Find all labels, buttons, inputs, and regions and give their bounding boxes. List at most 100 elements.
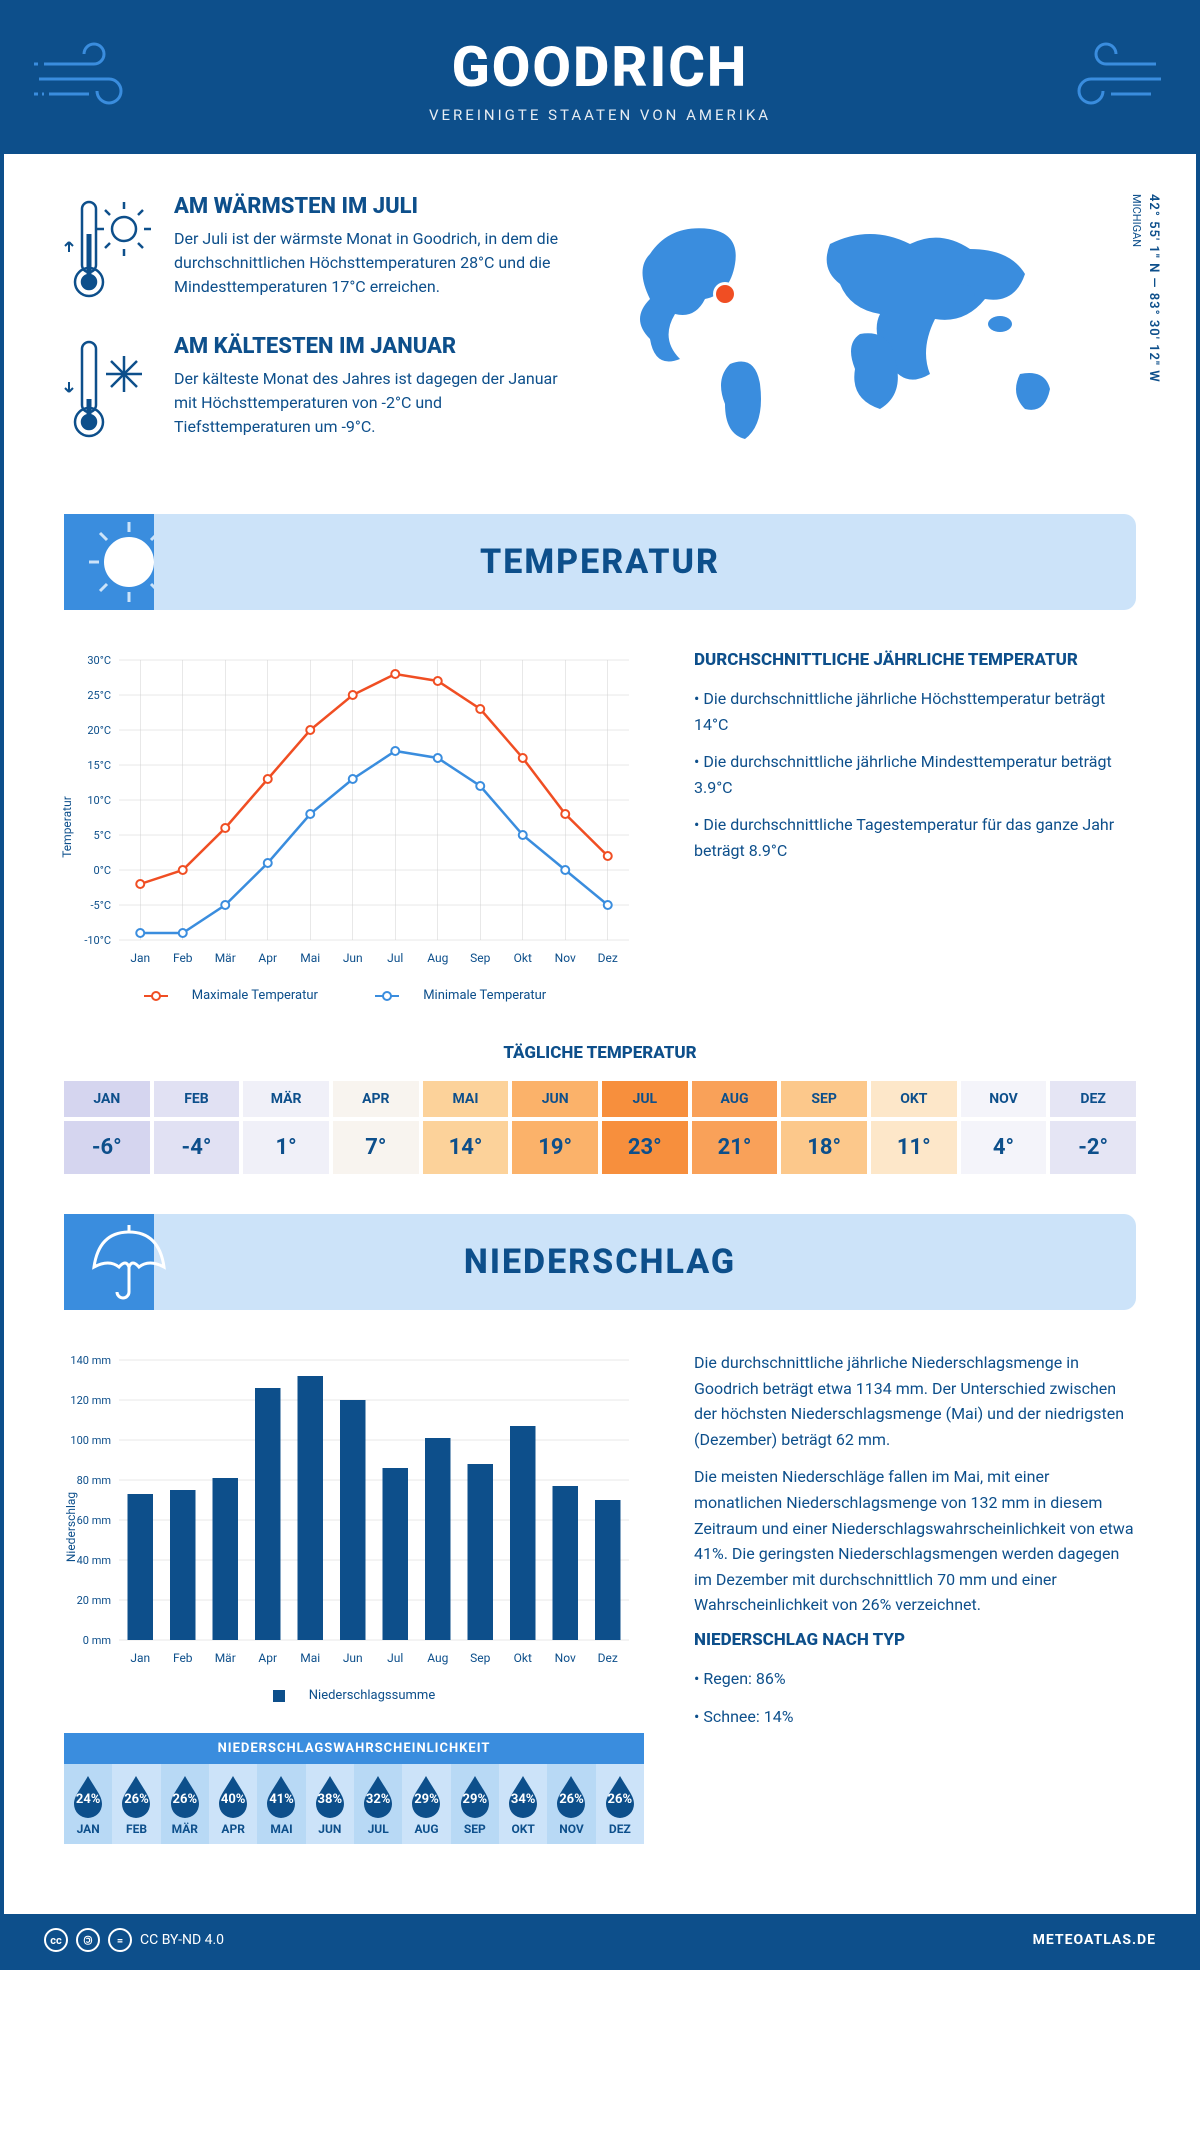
prob-cell: 40%APR <box>209 1764 257 1844</box>
precip-chart-svg: 0 mm20 mm40 mm60 mm80 mm100 mm120 mm140 … <box>64 1350 644 1670</box>
svg-text:Mär: Mär <box>215 951 236 965</box>
by-icon: 🄯 <box>76 1928 100 1952</box>
prob-cell: 41% MAI <box>257 1764 305 1844</box>
prob-month: MAI <box>257 1822 305 1836</box>
svg-text:20 mm: 20 mm <box>77 1594 111 1607</box>
daily-month-label: FEB <box>154 1081 240 1117</box>
daily-month-label: OKT <box>871 1081 957 1117</box>
svg-text:Jun: Jun <box>343 951 363 965</box>
svg-text:140 mm: 140 mm <box>70 1354 111 1367</box>
svg-text:Feb: Feb <box>173 951 193 965</box>
svg-text:Sep: Sep <box>470 951 490 965</box>
daily-month-label: NOV <box>961 1081 1047 1117</box>
prob-value: 26% <box>112 1792 160 1807</box>
warmest-block: AM WÄRMSTEN IM JULI Der Juli ist der wär… <box>64 194 580 304</box>
daily-temp-value: 11° <box>871 1121 957 1174</box>
prob-month: FEB <box>112 1822 160 1836</box>
prob-value: 32% <box>354 1792 402 1807</box>
avg-temp-item: Die durchschnittliche Tagestemperatur fü… <box>694 812 1136 863</box>
daily-temp-value: -2° <box>1050 1121 1136 1174</box>
prob-month: NOV <box>547 1822 595 1836</box>
nd-icon: = <box>108 1928 132 1952</box>
svg-text:Okt: Okt <box>514 951 532 965</box>
page: GOODRICH VEREINIGTE STAATEN VON AMERIKA <box>0 0 1200 1970</box>
svg-text:60 mm: 60 mm <box>77 1514 111 1527</box>
site-label: METEOATLAS.DE <box>1033 1932 1156 1948</box>
temp-summary-text: DURCHSCHNITTLICHE JÄHRLICHE TEMPERATUR D… <box>694 650 1136 1003</box>
daily-temp-value: 21° <box>692 1121 778 1174</box>
prob-month: JAN <box>64 1822 112 1836</box>
prob-value: 41% <box>257 1792 305 1807</box>
svg-text:120 mm: 120 mm <box>70 1394 111 1407</box>
precip-bar-chart: Niederschlag 0 mm20 mm40 mm60 mm80 mm100… <box>64 1350 644 1703</box>
wind-icon-right <box>1046 34 1166 114</box>
svg-text:Jun: Jun <box>343 1651 363 1665</box>
precip-section: Niederschlag 0 mm20 mm40 mm60 mm80 mm100… <box>4 1310 1196 1884</box>
prob-cell: 34%OKT <box>499 1764 547 1844</box>
daily-temp-title: TÄGLICHE TEMPERATUR <box>64 1043 1136 1063</box>
svg-text:Apr: Apr <box>258 951 277 965</box>
daily-temp-value: -4° <box>154 1121 240 1174</box>
svg-text:Jan: Jan <box>130 951 150 965</box>
daily-temp-value: 19° <box>512 1121 598 1174</box>
prob-month: JUL <box>354 1822 402 1836</box>
prob-cell: 24%JAN <box>64 1764 112 1844</box>
prob-month: DEZ <box>596 1822 644 1836</box>
prob-value: 29% <box>451 1792 499 1807</box>
svg-text:Aug: Aug <box>427 1651 448 1665</box>
svg-text:Nov: Nov <box>555 951 576 965</box>
daily-month-label: DEZ <box>1050 1081 1136 1117</box>
daily-temp-value: 4° <box>961 1121 1047 1174</box>
precip-bytype-item: Schnee: 14% <box>694 1704 1136 1730</box>
svg-text:5°C: 5°C <box>94 829 111 842</box>
cc-icon: cc <box>44 1928 68 1952</box>
prob-month: SEP <box>451 1822 499 1836</box>
svg-text:-5°C: -5°C <box>91 899 112 912</box>
precip-banner: NIEDERSCHLAG <box>64 1214 1136 1310</box>
temperature-section: Temperatur -10°C-5°C0°C5°C10°C15°C20°C25… <box>4 610 1196 1043</box>
svg-text:Dez: Dez <box>598 951 618 965</box>
avg-temp-item: Die durchschnittliche jährliche Höchstte… <box>694 686 1136 737</box>
avg-temp-title: DURCHSCHNITTLICHE JÄHRLICHE TEMPERATUR <box>694 650 1136 670</box>
svg-text:Sep: Sep <box>470 1651 490 1665</box>
daily-temp-grid: JANFEBMÄRAPRMAIJUNJULAUGSEPOKTNOVDEZ-6°-… <box>64 1081 1136 1174</box>
prob-month: JUN <box>306 1822 354 1836</box>
temperature-banner: TEMPERATUR <box>64 514 1136 610</box>
warmest-title: AM WÄRMSTEN IM JULI <box>174 194 580 219</box>
prob-value: 29% <box>402 1792 450 1807</box>
precip-bytype-item: Regen: 86% <box>694 1666 1136 1692</box>
license-label: CC BY-ND 4.0 <box>140 1932 224 1948</box>
svg-text:Jul: Jul <box>387 951 403 965</box>
prob-month: MÄR <box>161 1822 209 1836</box>
precip-legend: Niederschlagssumme <box>64 1688 644 1703</box>
prob-cell: 29%AUG <box>402 1764 450 1844</box>
warmest-text: Der Juli ist der wärmste Monat in Goodri… <box>174 227 580 299</box>
daily-month-label: APR <box>333 1081 419 1117</box>
daily-temp-value: -6° <box>64 1121 150 1174</box>
daily-temp-value: 18° <box>781 1121 867 1174</box>
svg-text:10°C: 10°C <box>87 794 111 807</box>
precip-prob-grid: 24%JAN26%FEB26%MÄR40%APR41%MAI38%JUN32%J… <box>64 1764 644 1844</box>
svg-text:Mär: Mär <box>215 1651 236 1665</box>
precip-text-1: Die durchschnittliche jährliche Niedersc… <box>694 1350 1136 1452</box>
footer: cc 🄯 = CC BY-ND 4.0 METEOATLAS.DE <box>4 1914 1196 1966</box>
svg-text:80 mm: 80 mm <box>77 1474 111 1487</box>
coldest-block: AM KÄLTESTEN IM JANUAR Der kälteste Mona… <box>64 334 580 444</box>
svg-text:25°C: 25°C <box>87 689 111 702</box>
avg-temp-item: Die durchschnittliche jährliche Mindestt… <box>694 749 1136 800</box>
svg-text:Feb: Feb <box>173 1651 193 1665</box>
precip-legend-label: Niederschlagssumme <box>309 1688 435 1703</box>
svg-text:Jul: Jul <box>387 1651 403 1665</box>
sun-icon <box>84 517 174 607</box>
prob-cell: 26%NOV <box>547 1764 595 1844</box>
svg-text:0 mm: 0 mm <box>83 1634 111 1647</box>
svg-text:Apr: Apr <box>258 1651 277 1665</box>
daily-temp-value: 14° <box>423 1121 509 1174</box>
temp-line-chart: Temperatur -10°C-5°C0°C5°C10°C15°C20°C25… <box>64 650 644 1003</box>
prob-cell: 26% FEB <box>112 1764 160 1844</box>
svg-text:Aug: Aug <box>427 951 448 965</box>
thermometer-hot-icon <box>64 194 154 304</box>
summary-section: AM WÄRMSTEN IM JULI Der Juli ist der wär… <box>4 154 1196 514</box>
svg-text:15°C: 15°C <box>87 759 111 772</box>
svg-text:-10°C: -10°C <box>84 934 111 947</box>
